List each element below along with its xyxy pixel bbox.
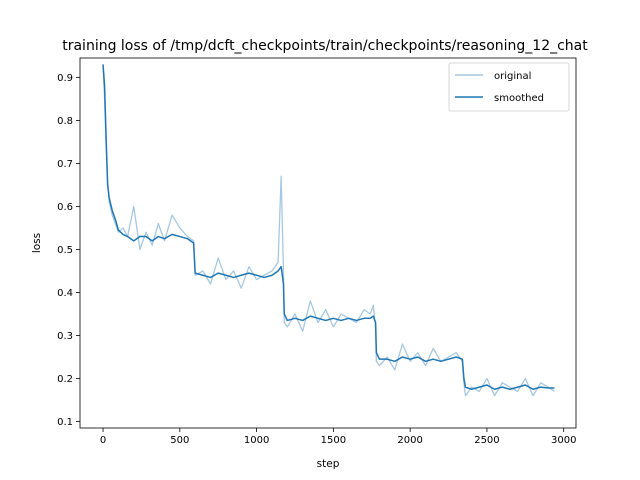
x-tick-label: 500: [170, 435, 189, 446]
y-tick-label: 0.1: [57, 417, 73, 428]
y-tick-label: 0.2: [57, 374, 73, 385]
y-axis: 0.1 0.2 0.3 0.4 0.5 0.6 0.7 0.8 0.9: [57, 73, 80, 428]
legend-label-original: original: [494, 71, 531, 82]
y-tick-label: 0.5: [57, 245, 73, 256]
x-tick-label: 1000: [244, 435, 269, 446]
y-tick-label: 0.7: [57, 159, 73, 170]
legend: original smoothed: [448, 62, 570, 112]
chart-title: training loss of /tmp/dcft_checkpoints/t…: [62, 38, 588, 54]
y-tick-label: 0.6: [57, 202, 73, 213]
series-line-original: [102, 64, 555, 397]
plot-area: [79, 57, 577, 429]
y-tick-label: 0.9: [57, 73, 73, 84]
x-tick-label: 1500: [321, 435, 346, 446]
x-tick-label: 0: [100, 435, 106, 446]
plot-frame: [79, 57, 577, 429]
x-tick-label: 3000: [551, 435, 576, 446]
x-tick-label: 2500: [474, 435, 499, 446]
x-axis-label: step: [317, 458, 340, 470]
y-axis-label: loss: [31, 233, 43, 253]
x-tick-label: 2000: [397, 435, 422, 446]
y-tick-label: 0.4: [57, 288, 73, 299]
legend-label-smoothed: smoothed: [494, 93, 544, 104]
y-tick-label: 0.3: [57, 331, 73, 342]
series-line-smoothed: [102, 64, 555, 391]
y-tick-label: 0.8: [57, 116, 73, 127]
x-axis: 0 500 1000 1500 2000 2500 3000: [100, 428, 576, 446]
